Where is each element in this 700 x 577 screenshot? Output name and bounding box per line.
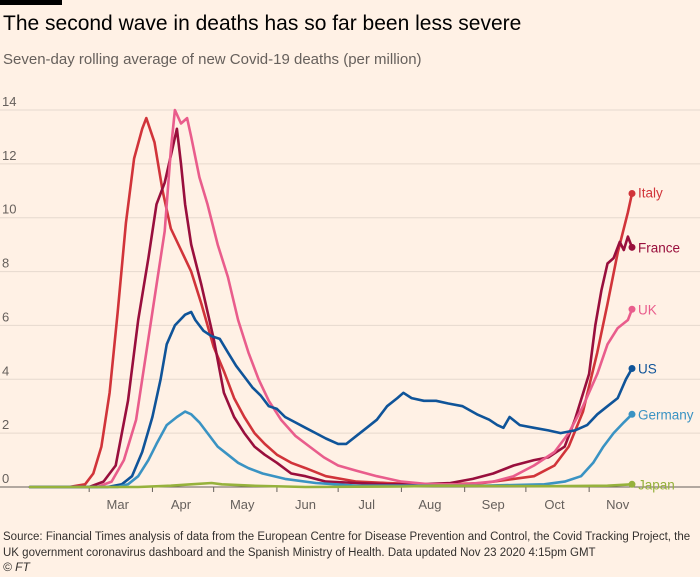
y-tick-label: 2 xyxy=(2,417,9,432)
x-tick-label: Jun xyxy=(295,497,316,512)
series-line-us xyxy=(28,310,634,489)
y-tick-label: 0 xyxy=(2,471,9,486)
y-tick-label: 12 xyxy=(2,148,16,163)
series-label-us: US xyxy=(638,362,657,377)
series-line-uk xyxy=(28,108,634,489)
series-end-dot-germany xyxy=(628,410,636,418)
series-end-dot-uk xyxy=(628,305,636,313)
line-chart: 0 2 4 6 8 10 12 14 Mar Apr May Jun Jul Aug Sep Oct Nov It… xyxy=(0,94,700,512)
series-end-dot-italy xyxy=(628,189,636,197)
x-tick-label: Jul xyxy=(358,497,375,512)
x-tick-label: Apr xyxy=(171,497,192,512)
y-tick-label: 8 xyxy=(2,256,9,271)
ft-credit: © FT xyxy=(3,560,30,574)
series-line-italy xyxy=(28,116,634,489)
series-line-japan xyxy=(28,481,634,489)
series-label-uk: UK xyxy=(638,302,657,317)
y-tick-label: 4 xyxy=(2,363,9,378)
y-tick-label: 14 xyxy=(2,94,16,109)
x-tick-label: Mar xyxy=(107,497,130,512)
x-tick-label: May xyxy=(230,497,255,512)
series-line-germany xyxy=(28,410,634,489)
series-label-italy: Italy xyxy=(638,185,663,200)
series-end-dot-japan xyxy=(628,480,636,488)
chart-subtitle: Seven-day rolling average of new Covid-1… xyxy=(3,51,422,68)
x-tick-label: Oct xyxy=(544,497,565,512)
series-label-japan: Japan xyxy=(638,477,675,492)
series-label-germany: Germany xyxy=(638,407,694,422)
series-label-france: France xyxy=(638,240,680,255)
chart-title: The second wave in deaths has so far bee… xyxy=(3,12,522,35)
x-tick-label: Sep xyxy=(482,497,505,512)
series-end-dot-us xyxy=(628,365,636,373)
source-note: Source: Financial Times analysis of data… xyxy=(3,531,691,559)
y-tick-label: 6 xyxy=(2,309,9,324)
x-tick-label: Aug xyxy=(418,497,441,512)
x-tick-label: Nov xyxy=(606,497,630,512)
series-line-france xyxy=(28,127,634,489)
series-end-dot-france xyxy=(628,243,636,251)
y-tick-label: 10 xyxy=(2,202,16,217)
ft-top-bar xyxy=(0,0,62,5)
